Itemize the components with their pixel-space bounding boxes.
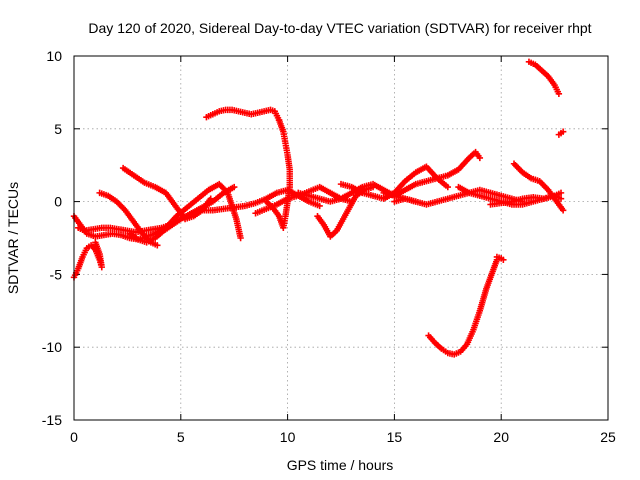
- tick-labels: 0 5 10 15 20 25 -15 -10 -5 0 5 10: [42, 48, 616, 445]
- data-point: [316, 202, 323, 210]
- series-track-o: [380, 148, 484, 199]
- data-point: [559, 207, 567, 214]
- y-tick-label: -10: [42, 339, 62, 355]
- x-tick-label: 20: [493, 429, 509, 445]
- data-point: [557, 189, 565, 197]
- y-tick-label: 0: [54, 194, 62, 210]
- data-point: [476, 154, 484, 162]
- x-axis-label: GPS time / hours: [287, 457, 394, 473]
- series-track-r: [493, 253, 507, 264]
- data-point: [444, 183, 451, 191]
- plot-frame: [73, 55, 609, 421]
- x-tick-label: 0: [70, 429, 78, 445]
- y-tick-label: 10: [46, 48, 62, 64]
- series-track-q: [425, 256, 501, 358]
- y-axis-label: SDTVAR / TECUs: [5, 182, 21, 294]
- series-track-h: [203, 106, 283, 124]
- data-points: [70, 58, 567, 358]
- x-tick-label: 15: [387, 429, 403, 445]
- data-point: [92, 239, 99, 246]
- data-point: [237, 234, 244, 242]
- data-point: [555, 90, 563, 98]
- series-track-a: [70, 239, 105, 281]
- series-track-g: [151, 180, 244, 242]
- data-point: [231, 183, 238, 191]
- x-tick-label: 5: [177, 429, 185, 445]
- series-track-v: [525, 58, 563, 98]
- series-track-w: [555, 128, 567, 138]
- data-point: [559, 128, 567, 135]
- series-track-j: [198, 186, 323, 214]
- series-track-i: [263, 116, 293, 232]
- series-track-u: [487, 189, 565, 208]
- data-point: [500, 256, 507, 264]
- y-tick-label: -5: [50, 266, 63, 282]
- y-tick-label: 5: [54, 121, 62, 137]
- series-track-t: [510, 160, 567, 214]
- data-point: [557, 195, 565, 202]
- chart-title: Day 120 of 2020, Sidereal Day-to-day VTE…: [88, 20, 591, 36]
- x-tick-label: 10: [280, 429, 296, 445]
- data-point: [154, 242, 161, 249]
- series-track-e: [119, 164, 214, 223]
- x-tick-label: 25: [600, 429, 616, 445]
- y-tick-label: -15: [42, 412, 62, 428]
